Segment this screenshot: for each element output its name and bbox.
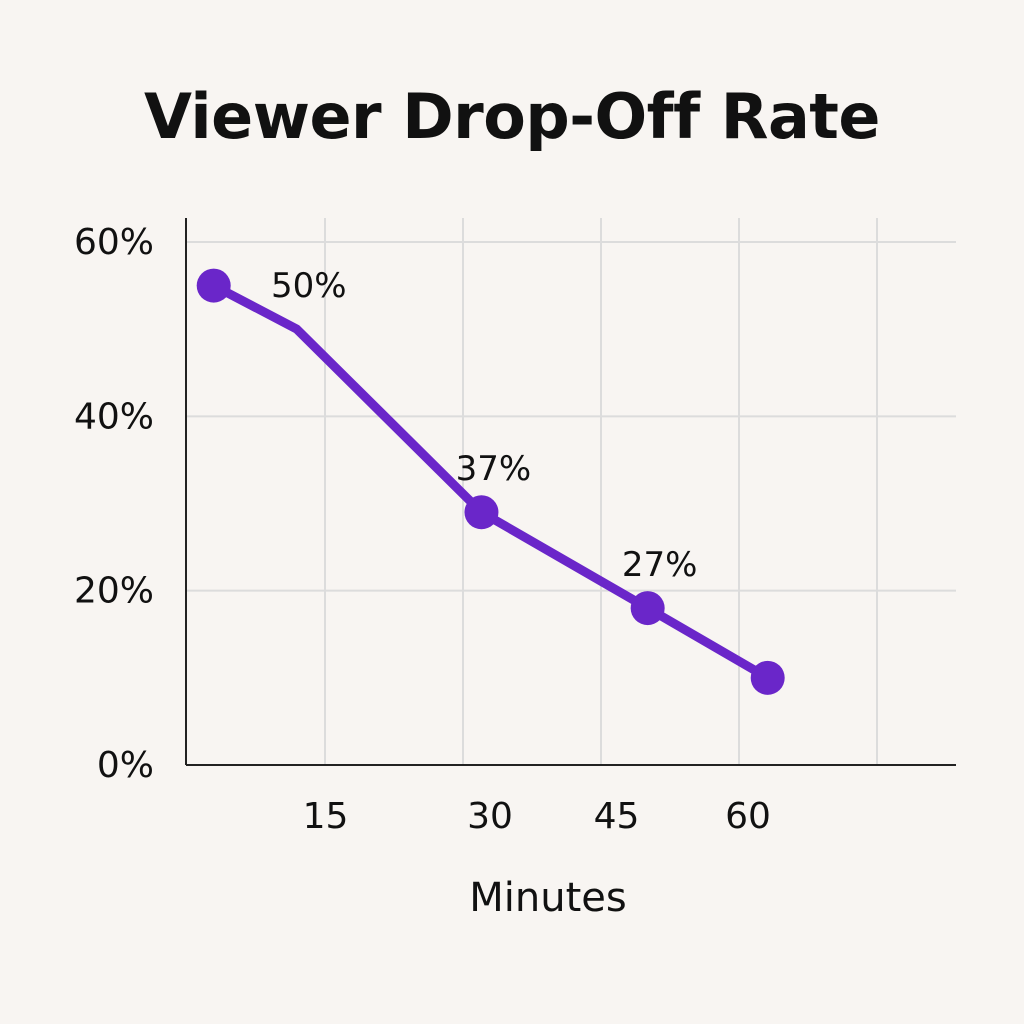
series (196, 268, 785, 695)
y-tick-label: 0% (97, 745, 154, 786)
data-label: 50% (271, 266, 347, 306)
x-tick-label: 60 (725, 796, 771, 837)
x-tick-label: 45 (594, 796, 640, 837)
data-label: 27% (622, 545, 698, 585)
tick-labels: 0% 20% 40% 60% 15 30 45 60 (74, 222, 771, 837)
x-axis-title: Minutes (469, 875, 626, 921)
chart-title: Viewer Drop-Off Rate (144, 80, 880, 153)
data-labels: 50% 37% 27% (271, 266, 697, 585)
data-point (464, 495, 499, 530)
x-tick-label: 30 (467, 796, 513, 837)
data-point (630, 591, 665, 626)
data-label: 37% (456, 449, 532, 489)
data-point (196, 268, 231, 303)
y-tick-label: 20% (74, 571, 154, 612)
x-tick-label: 15 (303, 796, 349, 837)
y-tick-label: 40% (74, 396, 154, 437)
axes (185, 218, 956, 766)
y-tick-label: 60% (74, 222, 154, 263)
data-point (750, 660, 785, 695)
